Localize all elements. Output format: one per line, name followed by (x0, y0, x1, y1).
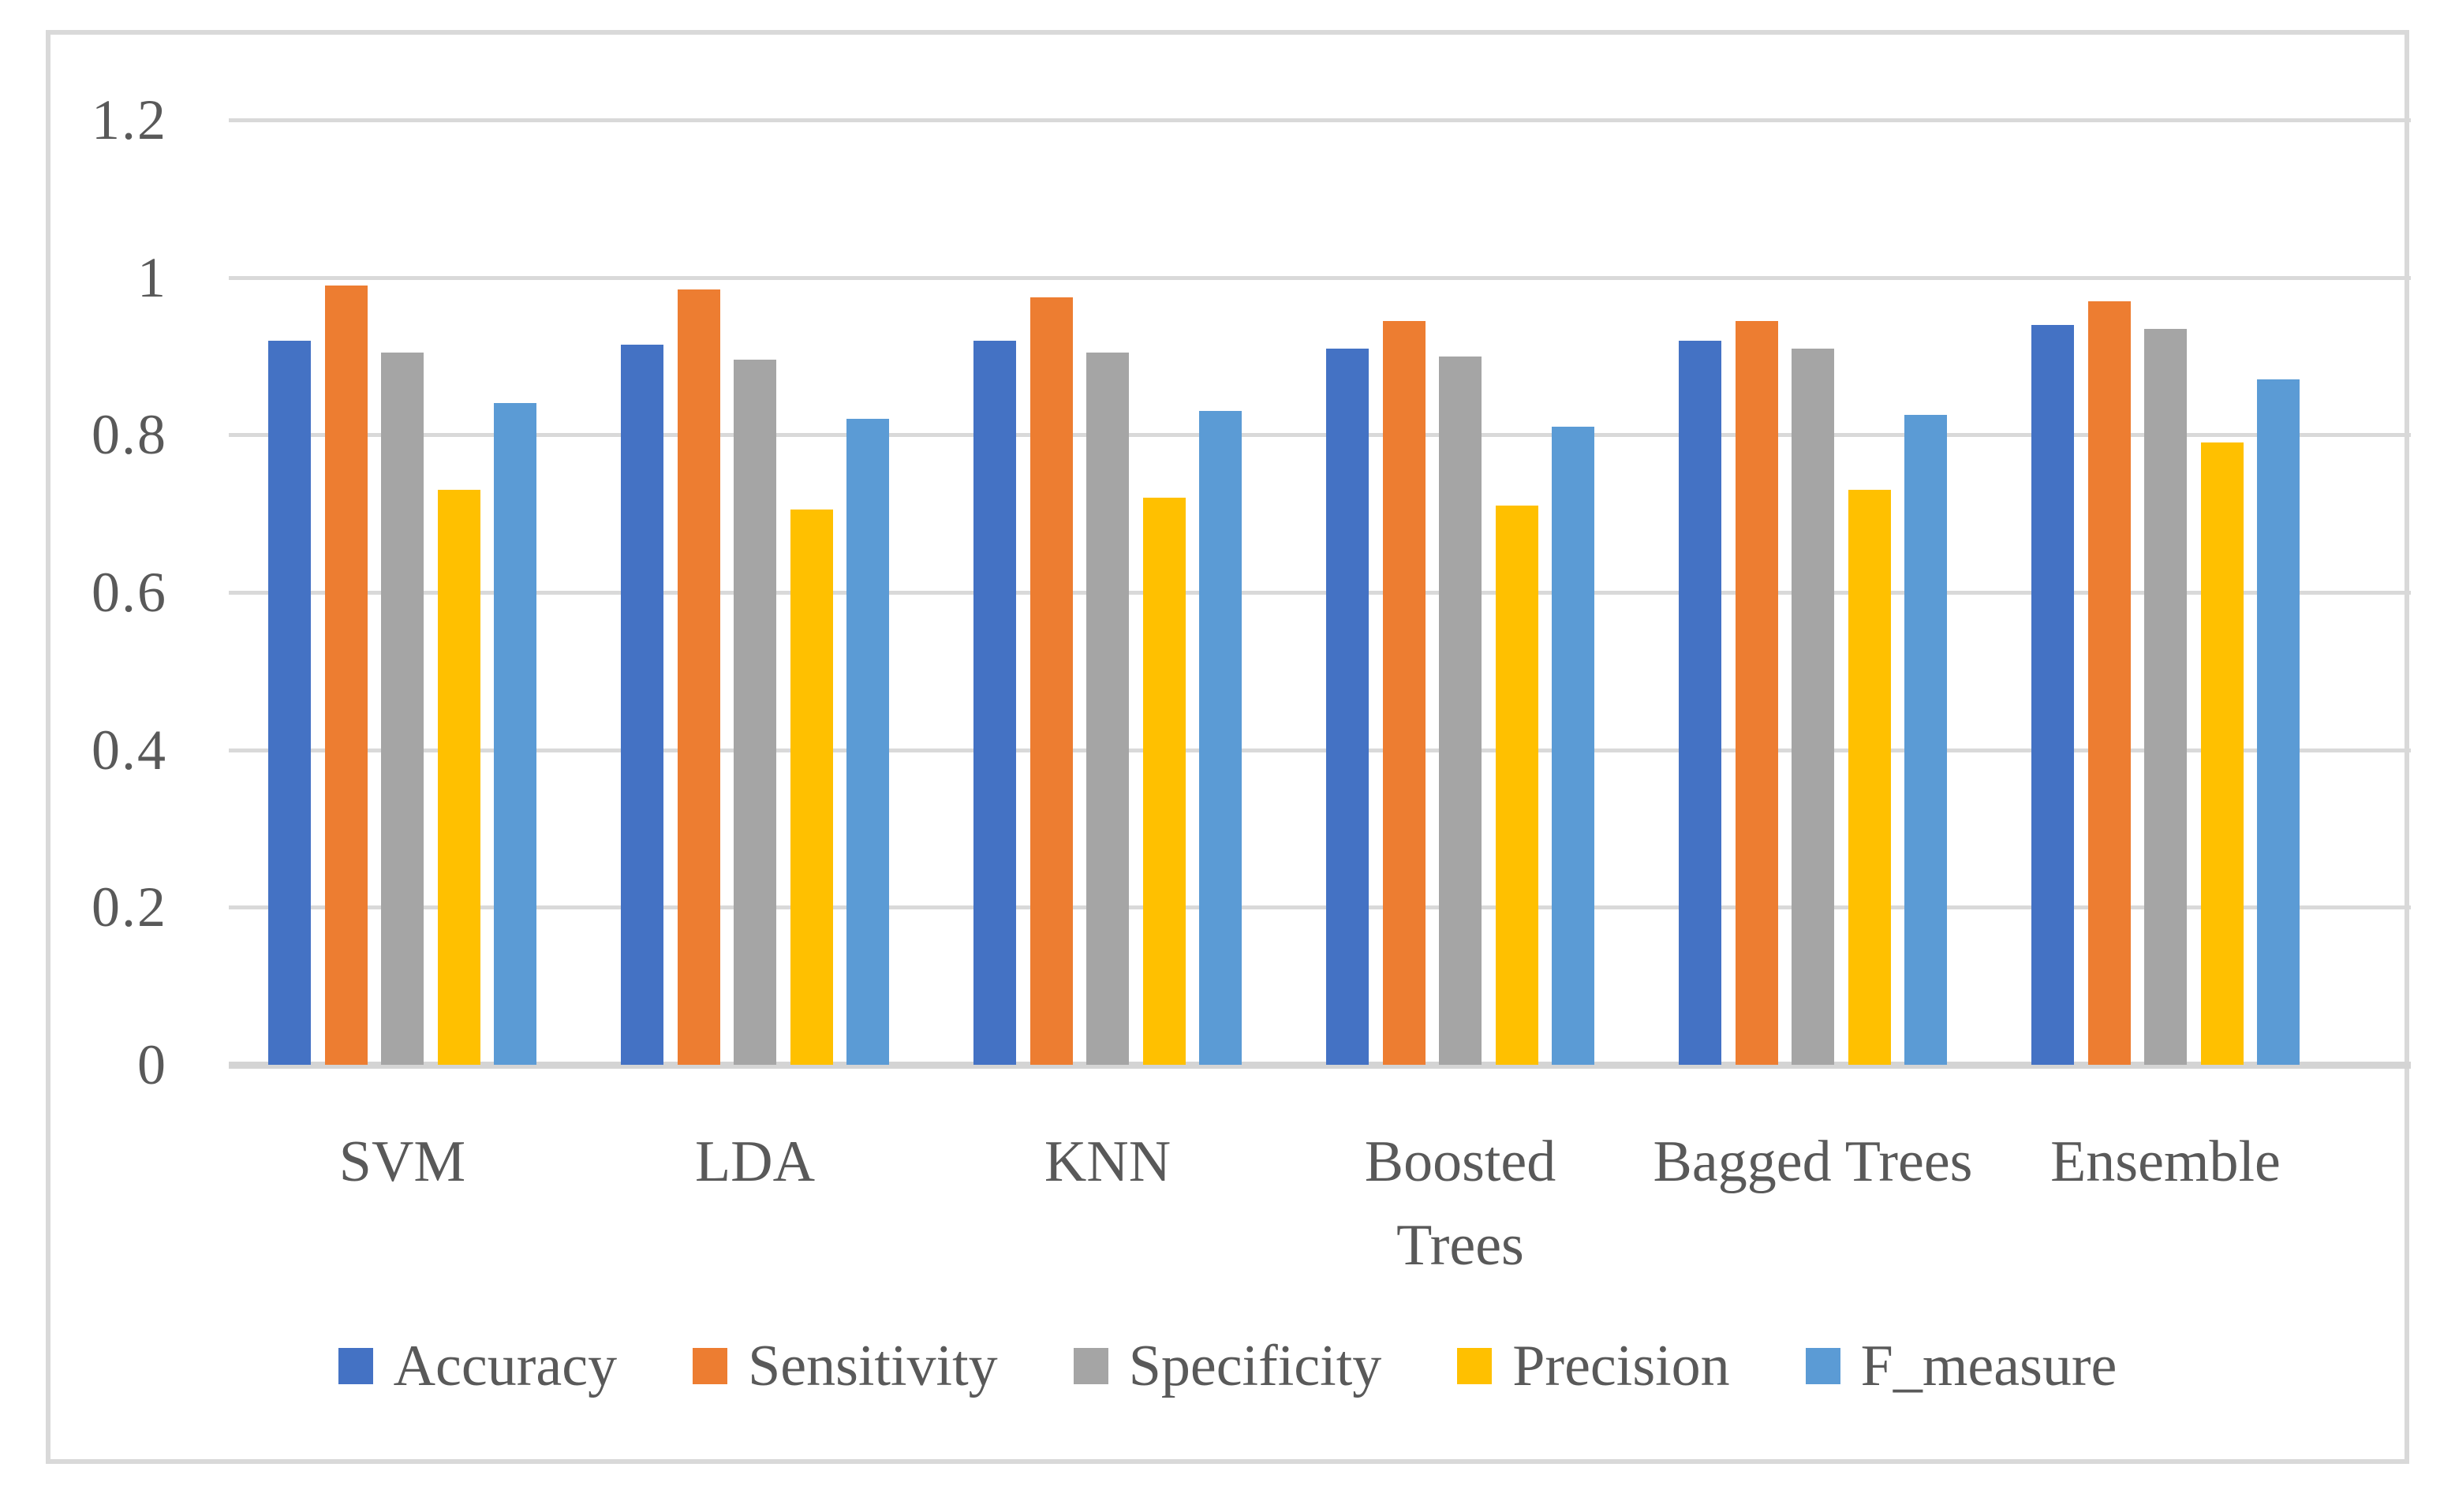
bar-accuracy-bagged-trees (1679, 340, 1721, 1065)
y-tick-label-0.8: 0.8 (92, 403, 167, 467)
bar-sensitivity-boosted-trees (1382, 320, 1426, 1065)
legend-swatch-icon (693, 1348, 728, 1384)
bar-f_measure-knn (1199, 411, 1242, 1065)
bar-f_measure-ensemble (2257, 379, 2300, 1065)
gridline-y-0.4 (229, 748, 2411, 752)
y-tick-label-0.2: 0.2 (92, 875, 167, 939)
bar-sensitivity-bagged-trees (1735, 320, 1778, 1065)
bar-accuracy-lda (621, 344, 663, 1065)
legend-item-accuracy: Accuracy (338, 1335, 617, 1398)
legend-swatch-icon (1457, 1348, 1493, 1384)
bar-f_measure-lda (846, 419, 889, 1065)
legend-item-sensitivity: Sensitivity (693, 1335, 998, 1398)
bar-precision-lda (790, 510, 833, 1065)
legend-swatch-icon (1073, 1348, 1108, 1384)
gridline-y-1 (229, 275, 2411, 280)
y-tick-label-1.2: 1.2 (92, 88, 167, 151)
gridline-y-0.6 (229, 591, 2411, 595)
gridline-y-0.8 (229, 433, 2411, 438)
legend-item-specificity: Specificity (1073, 1334, 1382, 1398)
legend-label: Accuracy (393, 1334, 618, 1398)
x-category-label-ensemble: Ensemble (2050, 1129, 2281, 1194)
bar-precision-svm (437, 490, 480, 1065)
bar-sensitivity-lda (677, 289, 720, 1065)
bar-specificity-svm (381, 352, 424, 1065)
bar-f_measure-bagged-trees (1904, 415, 1947, 1065)
x-category-label-lda: LDA (694, 1129, 816, 1194)
bar-sensitivity-knn (1029, 297, 1073, 1065)
bar-precision-bagged-trees (1848, 490, 1891, 1065)
legend-label: Precision (1512, 1334, 1730, 1398)
bar-accuracy-boosted-trees (1326, 348, 1369, 1065)
x-axis-line (229, 1062, 2411, 1069)
gridline-y-0.2 (229, 905, 2411, 910)
bar-accuracy-ensemble (2031, 324, 2074, 1065)
bar-accuracy-svm (268, 340, 311, 1065)
bar-specificity-ensemble (2144, 328, 2187, 1065)
bar-specificity-lda (734, 360, 776, 1065)
bar-specificity-knn (1086, 352, 1129, 1065)
legend-item-precision: Precision (1457, 1334, 1730, 1398)
bar-accuracy-knn (973, 340, 1016, 1065)
legend-label: Specificity (1128, 1334, 1382, 1398)
y-tick-label-0.4: 0.4 (92, 718, 167, 782)
legend-swatch-icon (1805, 1348, 1840, 1384)
bar-sensitivity-ensemble (2087, 301, 2131, 1065)
x-category-label-knn: KNN (1044, 1129, 1171, 1194)
x-category-label-boosted-trees: Boosted Trees (1364, 1129, 1556, 1278)
bar-specificity-bagged-trees (1792, 348, 1834, 1065)
bar-precision-ensemble (2200, 442, 2244, 1065)
legend-item-f_measure: F_measure (1805, 1334, 2117, 1398)
bar-f_measure-boosted-trees (1552, 427, 1594, 1065)
bar-specificity-boosted-trees (1439, 356, 1482, 1065)
y-tick-label-0: 0 (137, 1033, 167, 1096)
bar-f_measure-svm (494, 403, 536, 1065)
x-category-label-svm: SVM (338, 1129, 466, 1194)
legend-label: Sensitivity (748, 1334, 998, 1398)
gridline-y-1.2 (229, 118, 2411, 122)
y-tick-label-0.6: 0.6 (92, 561, 167, 624)
legend-label: F_measure (1860, 1334, 2117, 1398)
legend: Accuracy Sensitivity Specificity Precision F… (0, 1335, 2455, 1398)
bar-precision-boosted-trees (1495, 506, 1538, 1065)
bar-sensitivity-svm (324, 285, 368, 1065)
y-tick-label-1: 1 (137, 245, 167, 309)
legend-swatch-icon (338, 1348, 373, 1384)
x-category-label-bagged-trees: Bagged Trees (1653, 1129, 1973, 1194)
bar-precision-knn (1142, 498, 1186, 1065)
